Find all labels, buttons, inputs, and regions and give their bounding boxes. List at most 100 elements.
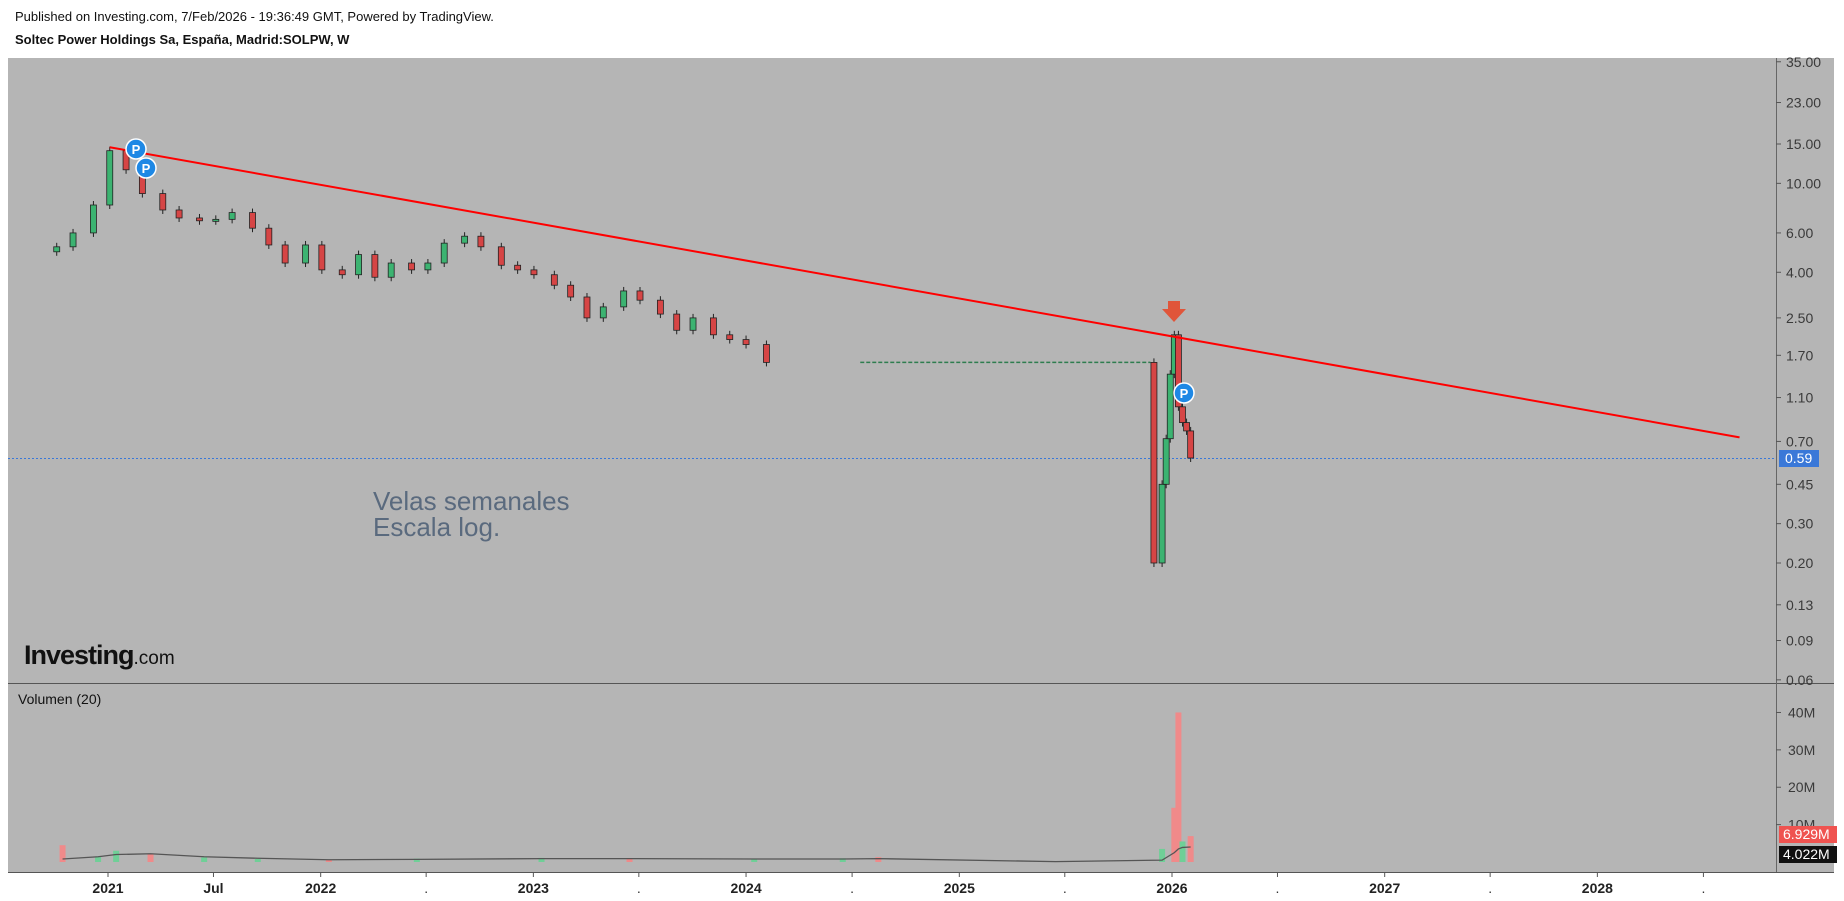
volume-pane-background <box>8 684 1776 872</box>
symbol-title: Soltec Power Holdings Sa, España, Madrid… <box>15 32 350 47</box>
event-marker-3-label: P <box>1180 386 1189 401</box>
volume-bar <box>147 854 154 862</box>
logo-suffix: .com <box>134 648 175 669</box>
time-tick-label: 2026 <box>1156 880 1187 896</box>
candle-body <box>53 246 61 253</box>
price-tick-label: 15.00 <box>1786 136 1821 152</box>
event-marker-2[interactable]: P <box>135 157 157 179</box>
svg-text:Investing.com: Investing.com <box>24 640 175 670</box>
volume-ma-tag: 4.022M <box>1779 846 1837 863</box>
annotation-line-2: Escala log. <box>373 512 500 542</box>
event-marker-1[interactable]: P <box>125 138 147 160</box>
time-tick-label: . <box>1276 880 1280 896</box>
candle-body <box>265 227 273 246</box>
candle-body <box>159 193 167 211</box>
candle-body <box>249 212 256 229</box>
candle-body <box>318 244 326 271</box>
candle-body <box>1183 422 1190 432</box>
annotation-line-1: Velas semanales <box>373 486 570 516</box>
candle-body <box>656 299 664 315</box>
time-tick-label: 2025 <box>944 880 975 896</box>
candle-body <box>228 212 236 220</box>
candle-body <box>90 204 97 234</box>
candle-body <box>371 254 379 278</box>
published-caption: Published on Investing.com, 7/Feb/2026 -… <box>15 9 494 24</box>
volume-bar <box>113 850 120 862</box>
time-tick-label: . <box>1701 880 1705 896</box>
volume-bar <box>1171 807 1178 862</box>
price-pane-background <box>8 58 1776 683</box>
price-tick-label: 0.45 <box>1786 476 1813 492</box>
candle-body <box>599 306 607 319</box>
candles <box>53 146 1195 567</box>
price-tick-label: 2.50 <box>1786 310 1813 326</box>
volume-bar <box>325 859 332 862</box>
candle-body <box>726 334 734 340</box>
volume-tick-label: 30M <box>1788 742 1815 758</box>
candle-body <box>689 317 697 331</box>
candle-body <box>497 246 505 266</box>
volume-bar <box>1179 841 1186 862</box>
time-tick-label: . <box>1063 880 1067 896</box>
time-tick-label: . <box>1488 880 1492 896</box>
candle-body <box>440 242 448 264</box>
candle-body <box>424 262 432 271</box>
current-price-tag: 0.59 <box>1779 450 1819 467</box>
volume-bar <box>1187 836 1194 862</box>
candle-body <box>106 150 114 206</box>
volume-bars <box>59 712 1194 862</box>
price-tick-label: 0.30 <box>1786 516 1813 532</box>
volume-tick-label: 40M <box>1788 704 1815 720</box>
candle-body <box>514 264 522 271</box>
candle-body <box>302 244 309 264</box>
volume-tick-label: 20M <box>1788 779 1815 795</box>
price-tick-label: 0.06 <box>1786 672 1813 688</box>
candle-body <box>567 284 575 298</box>
volume-pane-title: Volumen (20) <box>18 691 101 707</box>
candle-body <box>1175 334 1182 408</box>
logo-main: Investing <box>24 640 134 670</box>
time-tick-label: . <box>850 880 854 896</box>
candle-body <box>461 235 469 244</box>
time-tick-label: 2022 <box>305 880 336 896</box>
candle-body <box>1150 362 1158 564</box>
investing-logo: Investing.com <box>24 640 175 670</box>
price-tick-label: 6.00 <box>1786 225 1813 241</box>
volume-bar <box>413 858 420 862</box>
candle-body <box>175 209 183 219</box>
volume-ma-tag-text: 4.022M <box>1783 846 1830 862</box>
volume-bar <box>1175 712 1182 862</box>
price-tick-label: 1.70 <box>1786 347 1813 363</box>
candle-body <box>1187 430 1195 459</box>
price-tick-label: 0.20 <box>1786 555 1813 571</box>
volume-bar <box>201 857 208 862</box>
event-marker-3[interactable]: P <box>1173 382 1195 404</box>
time-tick-label: . <box>424 880 428 896</box>
candle-body <box>1179 406 1186 423</box>
candle-body <box>477 235 485 248</box>
volume-bar <box>254 859 261 862</box>
volume-ma-line <box>62 846 1191 863</box>
price-tick-label: 0.13 <box>1786 597 1813 613</box>
trendline[interactable] <box>109 146 1740 439</box>
candle-body <box>620 290 628 308</box>
time-tick-label: 2028 <box>1582 880 1613 896</box>
volume-bar <box>839 858 846 862</box>
price-tick-label: 1.10 <box>1786 390 1813 406</box>
candle-body <box>196 217 203 222</box>
price-tick-label: 10.00 <box>1786 175 1821 191</box>
candle-body <box>1166 373 1174 440</box>
candle-body <box>355 254 362 276</box>
time-axis: 2021 Jul 2022. 2023. 2024. 2025. 2026. 2027. 202… <box>92 872 1705 896</box>
candle-body <box>742 339 750 345</box>
price-axis: 35.00 23.00 15.00 10.00 6.00 4.00 2.50 1.70 1.10… <box>1776 54 1821 688</box>
volume-bar <box>1159 848 1166 862</box>
volume-bar <box>95 856 102 862</box>
candle-body <box>636 290 644 301</box>
time-tick-label: 2023 <box>518 880 549 896</box>
sell-arrow-icon <box>1162 301 1186 322</box>
volume-bar <box>875 857 882 862</box>
candle-body <box>673 313 681 331</box>
candle-body <box>69 232 77 248</box>
